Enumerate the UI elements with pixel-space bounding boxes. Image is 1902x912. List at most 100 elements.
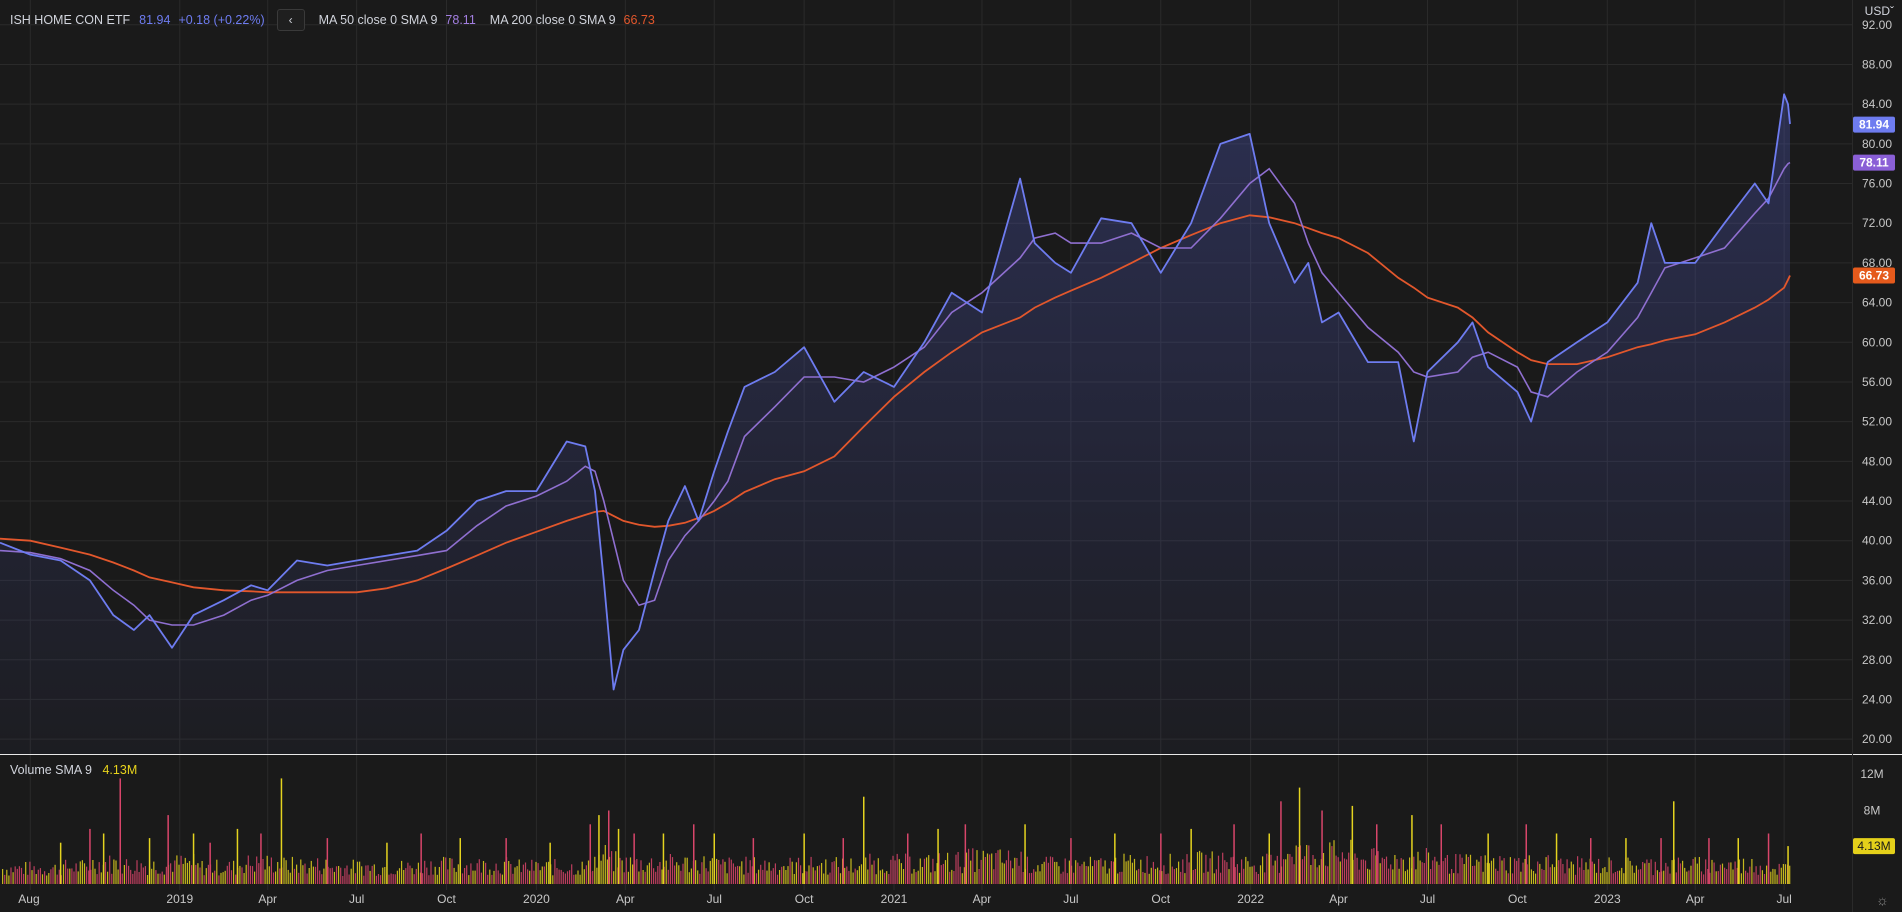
volume-bar [136, 860, 138, 884]
volume-bar [1648, 862, 1650, 884]
volume-bar [20, 867, 23, 884]
volume-bar [1163, 865, 1165, 884]
ma50-value: 78.11 [445, 13, 476, 27]
volume-bar [684, 857, 686, 884]
volume-bar [1388, 868, 1390, 884]
volume-bar [443, 856, 445, 884]
volume-bar [1083, 861, 1085, 884]
volume-bar [978, 869, 980, 884]
volume-bar [1037, 865, 1039, 884]
volume-bar [449, 858, 451, 884]
volume-bar [224, 870, 226, 884]
gear-icon[interactable]: ☼ [1876, 892, 1889, 908]
volume-bar [1152, 861, 1154, 884]
volume-bar [951, 869, 953, 884]
symbol-name[interactable]: ISH HOME CON ETF [10, 13, 131, 27]
volume-axis[interactable]: 12M 8M [1860, 767, 1883, 818]
volume-bar [94, 868, 96, 884]
volume-bar [199, 867, 201, 884]
volume-bar [157, 873, 159, 884]
volume-bar [1337, 857, 1339, 884]
currency-selector[interactable]: USDˇ [1865, 4, 1894, 18]
ma200-line[interactable] [0, 214, 1791, 594]
volume-bar [1656, 870, 1658, 884]
volume-bar [470, 863, 472, 884]
volume-bar [1314, 858, 1316, 884]
volume-bar [844, 867, 846, 884]
price-tick-label: 36.00 [1862, 573, 1892, 587]
volume-bar [447, 869, 449, 884]
volume-bar [1488, 863, 1490, 884]
volume-bar [245, 864, 247, 884]
volume-bar [1035, 871, 1037, 884]
volume-bar [928, 855, 930, 884]
volume-bar [1385, 856, 1388, 884]
volume-bar [1411, 815, 1413, 884]
volume-bar [1287, 853, 1289, 884]
volume-bar [1711, 859, 1713, 884]
chevron-left-icon[interactable]: ‹ [276, 9, 305, 31]
volume-bar [896, 853, 898, 884]
last-price: 81.94 [139, 13, 171, 27]
volume-bar [632, 864, 634, 884]
ma200-value: 66.73 [623, 13, 655, 27]
volume-bar [1005, 860, 1007, 884]
volume-bar [1487, 833, 1489, 884]
volume-bar [1679, 863, 1682, 884]
volume-bar [770, 870, 772, 884]
volume-bar [1306, 845, 1308, 884]
volume-bar [1787, 846, 1789, 884]
volume-bar [1654, 861, 1656, 884]
volume-bar [1684, 867, 1686, 884]
volume-bar [802, 873, 804, 884]
volume-bar [212, 872, 214, 884]
volume-bar [1022, 872, 1024, 884]
volume-bar [422, 873, 424, 884]
volume-bar [461, 873, 464, 884]
volume-bar [258, 863, 260, 884]
volume-bar [1129, 855, 1131, 884]
volume-bar [1717, 871, 1719, 884]
ma50-line[interactable] [0, 161, 1791, 626]
volume-bar [1749, 866, 1751, 884]
ma50-label[interactable]: MA 50 close 0 SMA 9 [318, 13, 438, 27]
volume-bar [188, 861, 191, 884]
volume-bar [779, 870, 781, 884]
time-tick-label: Apr [258, 892, 277, 906]
volume-bar [287, 869, 289, 884]
volume-bar [1577, 856, 1579, 884]
ma200-label[interactable]: MA 200 close 0 SMA 9 [489, 13, 616, 27]
volume-bar [1484, 855, 1486, 884]
volume-bar [1415, 869, 1417, 884]
volume-bar [1671, 860, 1673, 884]
volume-bar [111, 873, 113, 884]
volume-bar [220, 872, 222, 884]
volume-bar [1089, 856, 1091, 884]
volume-bar [352, 859, 354, 884]
volume-bar [1694, 857, 1696, 884]
volume-bar [1383, 859, 1385, 884]
price-axis[interactable]: 92.00 88.00 84.00 80.00 76.00 72.00 68.00 64.00… [1862, 18, 1892, 746]
volume-bar [1133, 858, 1136, 884]
volume-bar [1373, 848, 1375, 884]
volume-bar [848, 870, 850, 884]
time-tick-label: Oct [795, 892, 814, 906]
volume-bar [424, 860, 426, 884]
volume-bar [972, 848, 974, 884]
volume-bar [88, 870, 90, 884]
volume-bar [1457, 873, 1459, 884]
volume-bar [1635, 865, 1637, 884]
volume-bar [1169, 853, 1171, 884]
volume-bar [459, 838, 461, 884]
volume-bar [241, 867, 243, 884]
volume-bar [321, 874, 323, 884]
volume-bar [1730, 862, 1732, 884]
price-tick-label: 40.00 [1862, 534, 1892, 548]
volume-bar [354, 873, 356, 884]
price-line[interactable] [0, 93, 1791, 691]
volume-bar [83, 863, 86, 884]
volume-label[interactable]: Volume SMA 9 [10, 763, 92, 777]
volume-bar [752, 838, 755, 884]
time-axis[interactable]: Aug 2019 Apr Jul Oct 2020 Apr Jul Oct 2021 Apr Jul O… [18, 892, 1792, 906]
volume-bar [10, 867, 12, 884]
